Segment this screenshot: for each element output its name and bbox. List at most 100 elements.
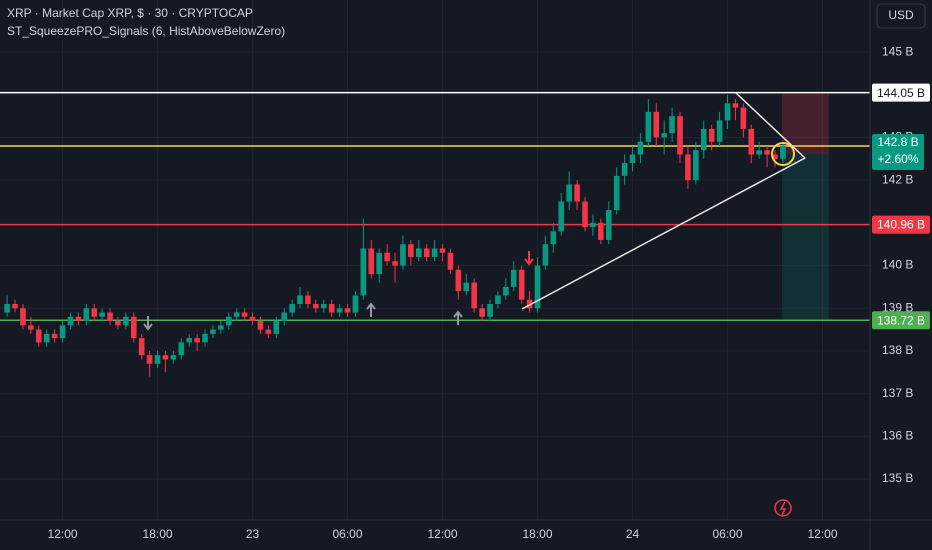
candle-body <box>582 201 588 228</box>
level-label: 140.96 B <box>877 218 925 232</box>
candle-body <box>99 312 105 317</box>
candle-body <box>384 252 390 262</box>
symbol-title: XRP · Market Cap XRP, $ · 30 · CRYPTOCAP <box>7 6 253 20</box>
candle-body <box>558 201 565 232</box>
candle-body <box>257 321 264 330</box>
x-tick-label: 18:00 <box>143 527 173 541</box>
candle-body <box>289 303 295 313</box>
candle-body <box>170 355 177 360</box>
candle-body <box>479 308 485 317</box>
candle-body <box>43 333 50 343</box>
level-label: 138.72 B <box>877 313 925 327</box>
candle-body <box>202 333 208 343</box>
currency-label[interactable]: USD <box>888 8 914 22</box>
candles <box>4 94 786 377</box>
candle-body <box>392 261 398 266</box>
candle-body <box>605 210 612 240</box>
candle-body <box>368 248 375 275</box>
candle-body <box>281 312 287 322</box>
candle-body <box>67 316 74 326</box>
candle-body <box>241 312 248 317</box>
candle-body <box>194 338 200 343</box>
candle-body <box>218 325 224 330</box>
signal-arrow <box>143 316 153 331</box>
levels <box>0 91 870 321</box>
x-tick-label: 12:00 <box>807 527 837 541</box>
candle-body <box>12 303 18 309</box>
candle-body <box>130 316 137 339</box>
price-axis <box>870 0 932 550</box>
current-price-label: 142.8 B <box>877 135 918 149</box>
candle-body <box>28 325 34 330</box>
candle-body <box>685 154 691 181</box>
candle-body <box>352 295 359 313</box>
candle-body <box>344 308 351 313</box>
candle-body <box>510 269 517 287</box>
candle-body <box>265 329 272 334</box>
y-tick-label: 136 B <box>882 428 913 442</box>
candle-body <box>415 248 422 258</box>
candle-body <box>621 163 628 176</box>
candle-body <box>724 103 731 121</box>
level-label-box <box>872 83 930 102</box>
trend-line <box>521 157 806 310</box>
signal-arrow <box>524 251 534 266</box>
y-tick-label: 145 B <box>882 44 913 58</box>
candle-body <box>487 303 493 317</box>
x-tick-label: 23 <box>246 527 260 541</box>
candle-body <box>574 184 580 202</box>
alert-icon[interactable] <box>774 499 792 517</box>
candle-body <box>35 329 42 343</box>
candle-body <box>518 269 525 300</box>
candle-body <box>297 295 303 304</box>
candle-body <box>772 154 778 159</box>
candle-body <box>20 308 26 326</box>
candle-body <box>716 120 723 142</box>
candle-body <box>740 107 747 129</box>
candle-body <box>629 154 636 164</box>
candle-body <box>661 133 667 138</box>
candle-body <box>526 299 533 309</box>
indicator-title: ST_SqueezePRO_Signals (6, HistAboveBelow… <box>7 24 285 38</box>
candle-body <box>503 286 509 296</box>
x-tick-label: 06:00 <box>712 527 742 541</box>
candle-body <box>756 150 762 155</box>
candle-body <box>463 282 470 292</box>
candle-body <box>225 316 232 326</box>
currency-button[interactable] <box>876 3 926 29</box>
candle-body <box>91 308 98 317</box>
candle-body <box>693 150 699 181</box>
current-change-label: +2.60% <box>877 152 918 166</box>
candle-body <box>107 312 113 322</box>
candle-body <box>59 325 66 339</box>
candle-body <box>4 303 10 313</box>
candle-body <box>732 103 739 108</box>
trend-line <box>735 92 806 159</box>
y-tick-label: 139 B <box>882 300 913 314</box>
candle-body <box>273 321 280 334</box>
candle-body <box>138 338 145 356</box>
price-labels: 144.05 B 140.96 B 138.72 B 142.8 B +2.60% <box>872 83 930 330</box>
candle-body <box>400 244 406 266</box>
current-price-box <box>872 134 924 171</box>
level-label-box <box>872 311 930 330</box>
candle-body <box>677 116 683 155</box>
candle-body <box>495 295 501 304</box>
candle-body <box>447 252 454 270</box>
candle-body <box>75 316 82 322</box>
signal-arrow <box>453 310 463 325</box>
candle-body <box>313 303 319 309</box>
candle-body <box>431 248 438 258</box>
candle-body <box>550 231 557 245</box>
candle-body <box>613 175 620 211</box>
candle-body <box>566 184 572 202</box>
x-tick-label: 12:00 <box>428 527 458 541</box>
candle-body <box>249 316 256 322</box>
candle-body <box>320 303 327 309</box>
candle-body <box>123 316 129 326</box>
candle-body <box>669 116 675 134</box>
candle-body <box>328 303 335 313</box>
candle-body <box>186 338 192 343</box>
